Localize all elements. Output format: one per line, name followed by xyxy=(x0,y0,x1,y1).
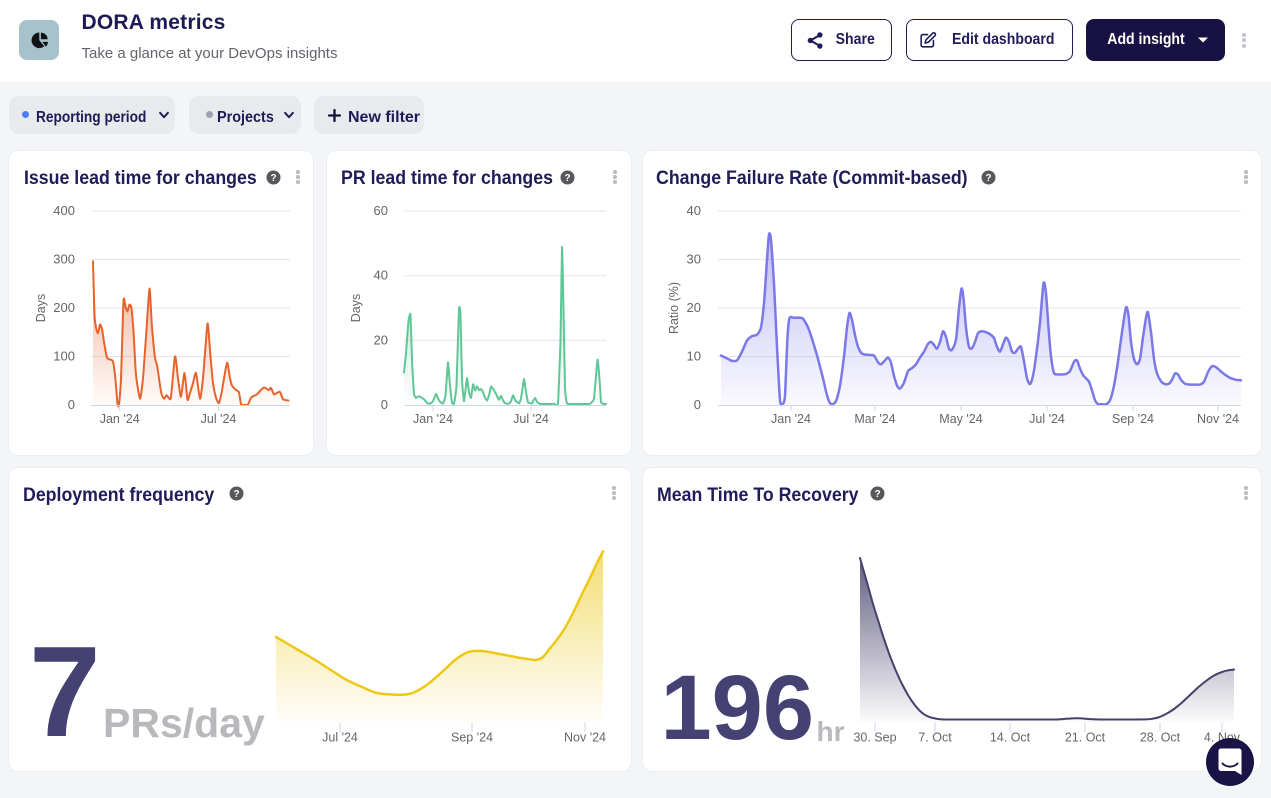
svg-text:Sep '24: Sep '24 xyxy=(451,731,493,745)
svg-text:?: ? xyxy=(233,489,239,500)
svg-text:Nov '24: Nov '24 xyxy=(1197,412,1239,426)
svg-text:30. Sep: 30. Sep xyxy=(853,731,896,745)
svg-text:21. Oct: 21. Oct xyxy=(1065,731,1106,745)
svg-text:Nov '24: Nov '24 xyxy=(564,731,606,745)
svg-text:Ratio (%): Ratio (%) xyxy=(667,282,681,334)
svg-text:Jan '24: Jan '24 xyxy=(771,412,811,426)
svg-text:0: 0 xyxy=(694,397,701,412)
svg-text:Jul '24: Jul '24 xyxy=(201,412,237,426)
svg-text:14. Oct: 14. Oct xyxy=(990,731,1031,745)
svg-text:40: 40 xyxy=(687,203,701,218)
svg-text:7. Oct: 7. Oct xyxy=(918,731,952,745)
svg-text:20: 20 xyxy=(374,332,388,347)
svg-text:?: ? xyxy=(985,173,991,184)
svg-text:Days: Days xyxy=(349,294,363,322)
svg-text:Jul '24: Jul '24 xyxy=(322,731,358,745)
svg-text:Jul '24: Jul '24 xyxy=(513,412,549,426)
svg-text:Jan '24: Jan '24 xyxy=(100,412,140,426)
svg-text:?: ? xyxy=(874,489,880,500)
svg-text:May '24: May '24 xyxy=(939,412,982,426)
svg-text:100: 100 xyxy=(53,349,75,364)
svg-text:?: ? xyxy=(270,173,276,184)
svg-text:30: 30 xyxy=(687,252,701,267)
svg-text:Jul '24: Jul '24 xyxy=(1029,412,1065,426)
svg-text:40: 40 xyxy=(374,268,388,283)
svg-text:0: 0 xyxy=(68,397,75,412)
svg-text:Jan '24: Jan '24 xyxy=(413,412,453,426)
svg-text:0: 0 xyxy=(381,397,388,412)
svg-text:?: ? xyxy=(564,173,570,184)
svg-text:20: 20 xyxy=(687,300,701,315)
svg-text:Sep '24: Sep '24 xyxy=(1112,412,1154,426)
svg-text:Mar '24: Mar '24 xyxy=(854,412,895,426)
svg-text:10: 10 xyxy=(687,349,701,364)
svg-text:60: 60 xyxy=(374,203,388,218)
svg-text:28. Oct: 28. Oct xyxy=(1140,731,1181,745)
svg-text:400: 400 xyxy=(53,203,75,218)
svg-text:300: 300 xyxy=(53,252,75,267)
svg-text:Days: Days xyxy=(34,294,48,322)
svg-text:200: 200 xyxy=(53,300,75,315)
